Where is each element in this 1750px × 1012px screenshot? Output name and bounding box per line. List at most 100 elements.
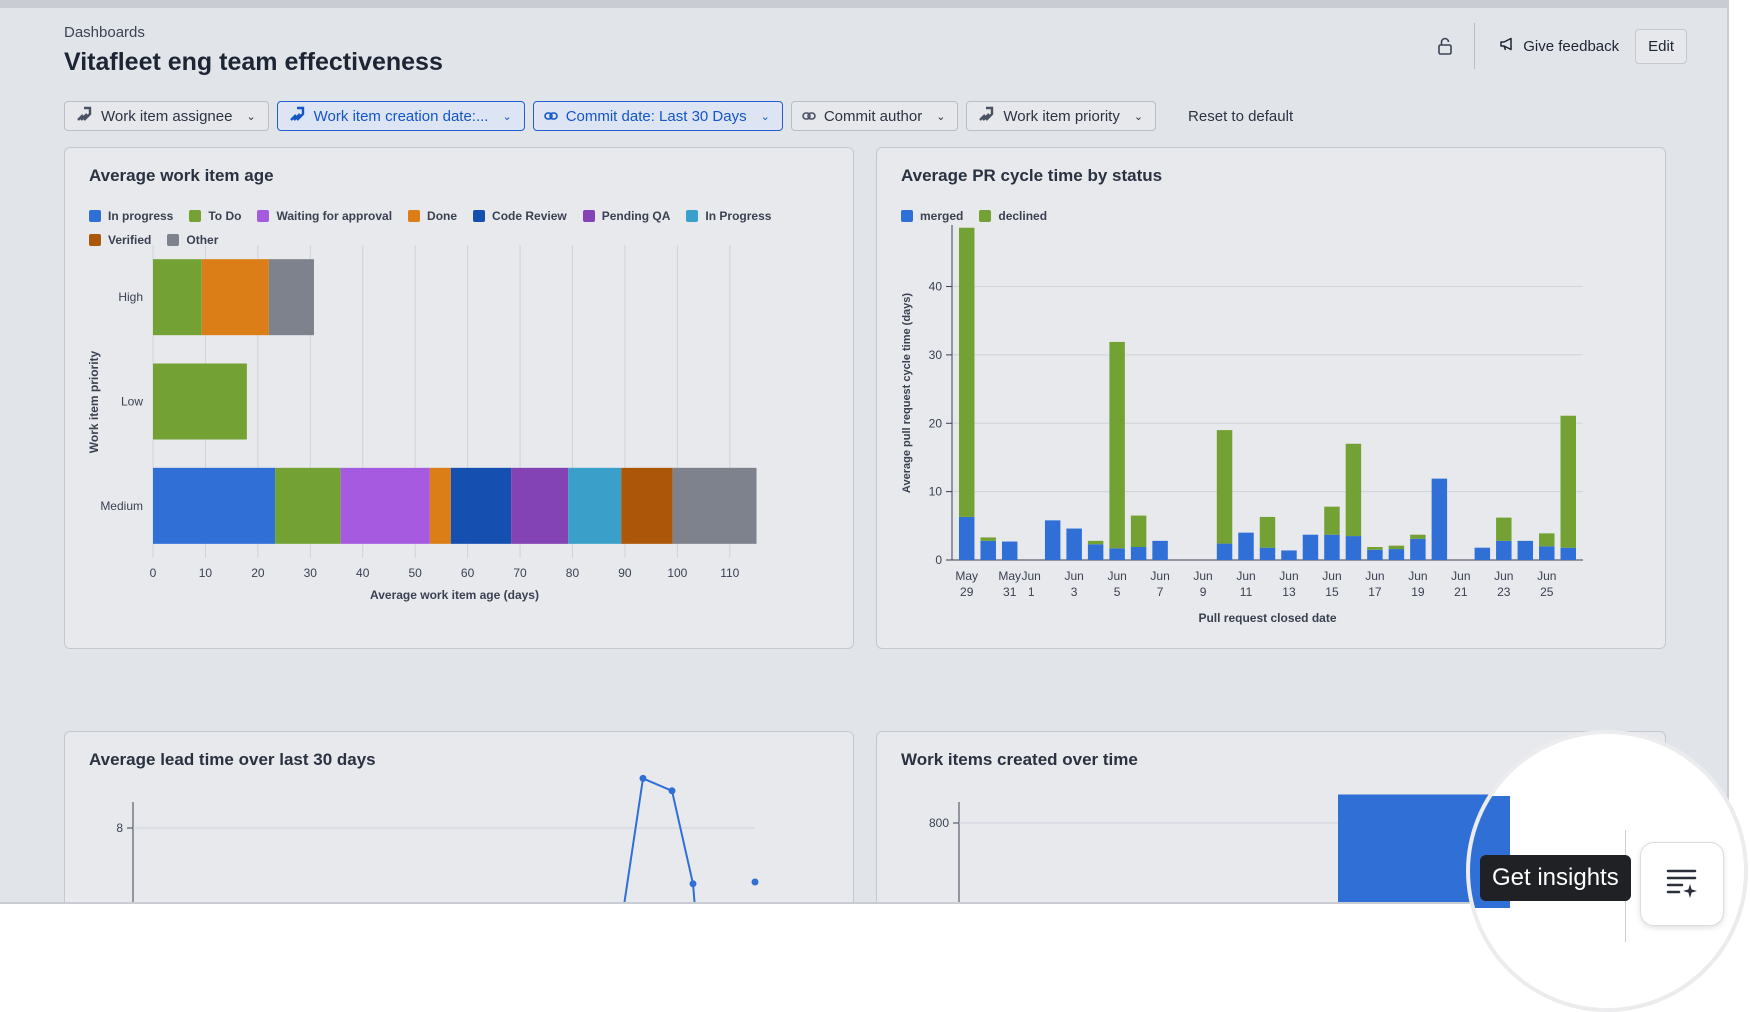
filter-work-item-creation-date[interactable]: Work item creation date:... ⌄ — [276, 101, 525, 131]
filter-work-item-priority[interactable]: Work item priority ⌄ — [966, 101, 1157, 131]
data-point — [668, 787, 676, 795]
reset-to-default-button[interactable]: Reset to default — [1188, 107, 1294, 125]
series-line — [623, 776, 696, 902]
x-tick-label: 80 — [566, 566, 580, 580]
legend-item-in-progress[interactable]: In progress — [89, 208, 173, 224]
y-tick-label: Medium — [100, 499, 143, 513]
bar-declined — [1259, 516, 1276, 548]
x-tick-label-day: 13 — [1282, 585, 1296, 599]
legend-item-code-review[interactable]: Code Review — [473, 208, 567, 224]
link-icon — [543, 108, 558, 125]
legend-swatch — [89, 234, 101, 246]
bar-declined — [1539, 533, 1555, 547]
x-tick-label-month: Jun — [1193, 569, 1212, 583]
legend-swatch — [979, 210, 992, 222]
chart-legend: In progress To Do Waiting for approval Done… — [89, 208, 809, 248]
x-tick-label-month: May — [955, 569, 978, 583]
bar-merged — [1345, 536, 1362, 560]
bar-merged — [1367, 549, 1383, 560]
get-insights-button[interactable] — [1640, 842, 1724, 926]
x-axis-label: Average work item age (days) — [370, 588, 539, 602]
bar-merged — [1410, 538, 1426, 560]
x-tick-label: 10 — [199, 566, 213, 580]
unlock-icon[interactable] — [1428, 29, 1462, 63]
x-tick-label-month: Jun — [1451, 569, 1470, 583]
filter-commit-date[interactable]: Commit date: Last 30 Days ⌄ — [532, 101, 783, 131]
legend-label: declined — [998, 209, 1048, 223]
legend-item-done[interactable]: Done — [408, 208, 457, 224]
bar-to-do — [153, 259, 202, 336]
bar-merged — [1066, 528, 1082, 560]
legend-item-waiting-for-approval[interactable]: Waiting for approval — [257, 208, 392, 224]
chevron-down-icon: ⌄ — [760, 110, 770, 123]
bar-declined — [1109, 341, 1125, 549]
bar-merged — [1496, 540, 1512, 560]
x-tick-label-month: Jun — [1365, 569, 1384, 583]
legend-item-merged[interactable]: merged — [901, 208, 963, 224]
x-tick-label-day: 23 — [1497, 585, 1511, 599]
y-axis-label: Work item priority — [87, 350, 101, 453]
bar-to-do — [275, 467, 341, 544]
bar-merged — [959, 516, 975, 560]
bar-merged — [1259, 547, 1276, 560]
x-tick-label: 20 — [251, 566, 265, 580]
legend-item-pending-qa[interactable]: Pending QA — [582, 208, 671, 224]
bar-declined — [1410, 534, 1426, 539]
x-tick-label: 50 — [408, 566, 422, 580]
x-tick-label: 0 — [150, 566, 157, 580]
filter-label: Work item priority — [1003, 107, 1120, 125]
data-point — [689, 880, 697, 888]
legend-item-other[interactable]: Other — [167, 232, 218, 248]
x-tick-label-day: 17 — [1368, 585, 1382, 599]
breadcrumb[interactable]: Dashboards — [64, 24, 145, 41]
filter-work-item-assignee[interactable]: Work item assignee ⌄ — [64, 101, 269, 131]
legend-swatch — [582, 210, 595, 222]
x-tick-label-month: Jun — [1494, 569, 1513, 583]
filter-label: Work item creation date:... — [313, 107, 489, 125]
bar-declined — [959, 227, 975, 517]
card-average-lead-time: Average lead time over last 30 days 8 — [64, 731, 854, 902]
legend-swatch — [89, 210, 101, 222]
card-pr-cycle-time: Average PR cycle time by status merged de… — [876, 147, 1666, 649]
x-tick-label-day: 3 — [1071, 585, 1078, 599]
x-tick-label-month: Jun — [1236, 569, 1255, 583]
bar-pending-qa — [511, 467, 569, 544]
y-tick-label: 30 — [929, 348, 943, 362]
bar-declined — [1367, 547, 1383, 550]
bar-merged — [1431, 478, 1448, 560]
legend-label: Other — [186, 233, 219, 247]
x-tick-label-day: 1 — [1028, 585, 1035, 599]
x-tick-label: 30 — [304, 566, 318, 580]
bar-merged — [1302, 534, 1319, 560]
dashboard-page: Dashboards Vitafleet eng team effectiven… — [0, 8, 1727, 902]
legend-item-to-do[interactable]: To Do — [189, 208, 241, 224]
edit-button[interactable]: Edit — [1635, 28, 1687, 64]
bar-done — [429, 467, 451, 544]
chart-title: Average lead time over last 30 days — [89, 750, 376, 769]
x-tick-label-month: Jun — [1408, 569, 1427, 583]
x-tick-label-day: 21 — [1454, 585, 1468, 599]
give-feedback-label: Give feedback — [1523, 37, 1620, 55]
bar-merged — [1560, 547, 1576, 560]
x-tick-label-month: Jun — [1537, 569, 1556, 583]
legend-item-verified[interactable]: Verified — [89, 232, 151, 248]
legend-swatch — [167, 234, 180, 246]
lead-time-chart: 8 — [116, 774, 759, 902]
y-axis-label: Average pull request cycle time (days) — [901, 293, 913, 493]
bar-other — [672, 467, 757, 544]
legend-item-in-progress[interactable]: In Progress — [686, 208, 771, 224]
filter-commit-author[interactable]: Commit author ⌄ — [790, 101, 959, 131]
legend-label: Pending QA — [601, 209, 671, 223]
legend-item-declined[interactable]: declined — [979, 208, 1047, 224]
bar-merged — [1001, 541, 1018, 560]
legend-label: Done — [427, 209, 458, 223]
x-tick-label-day: 25 — [1540, 585, 1554, 599]
legend-label: Code Review — [492, 209, 567, 223]
data-point — [751, 878, 759, 886]
insights-icon — [1665, 865, 1699, 904]
give-feedback-button[interactable]: Give feedback — [1491, 30, 1627, 62]
chart-legend: merged declined — [901, 208, 1621, 224]
bar-declined — [1324, 506, 1340, 535]
x-tick-label-day: 9 — [1200, 585, 1207, 599]
x-tick-label-month: Jun — [1322, 569, 1341, 583]
